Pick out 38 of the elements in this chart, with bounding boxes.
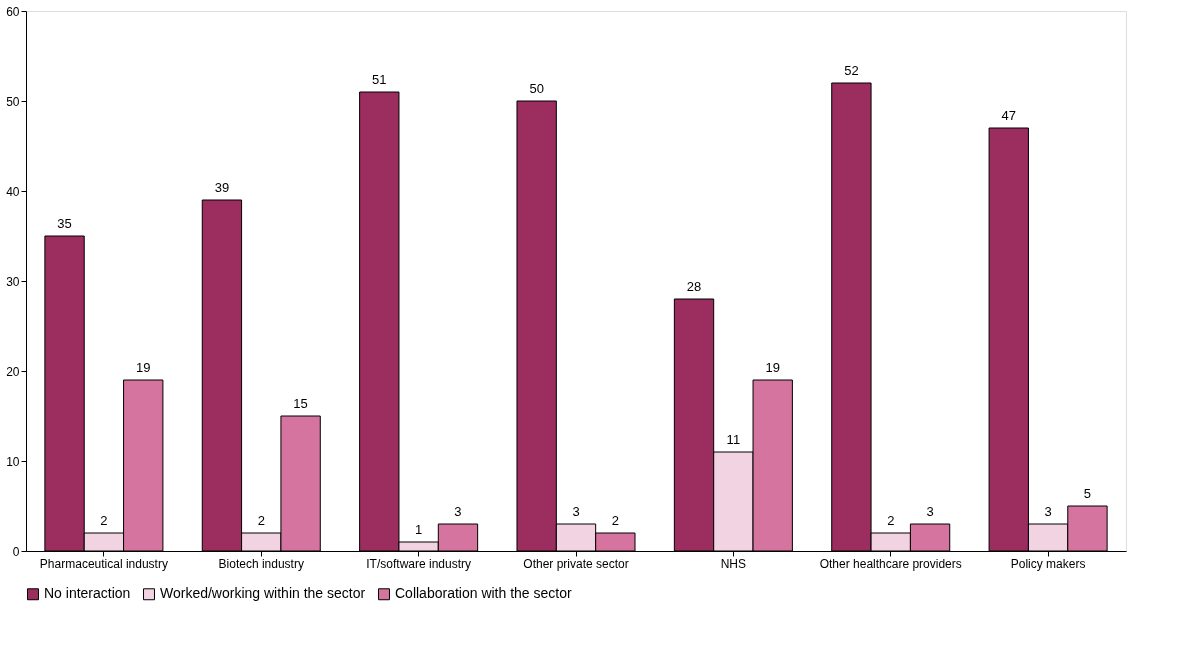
data-label: 1 xyxy=(415,522,423,537)
legend-label: No interaction xyxy=(44,585,131,602)
data-label: 2 xyxy=(100,513,108,528)
data-label: 47 xyxy=(1001,108,1016,123)
data-label: 3 xyxy=(926,504,934,519)
data-label: 3 xyxy=(572,504,580,519)
y-tick-label: 30 xyxy=(6,274,20,289)
data-label: 51 xyxy=(372,72,387,87)
data-label: 2 xyxy=(257,513,265,528)
y-tick-label: 20 xyxy=(6,364,20,379)
data-label: 35 xyxy=(57,216,72,231)
data-label: 39 xyxy=(214,180,230,195)
x-tick-label: Pharmaceutical industry xyxy=(39,556,168,571)
x-tick-label: Biotech industry xyxy=(218,556,304,571)
data-label: 2 xyxy=(611,513,619,528)
y-tick-label: 0 xyxy=(12,544,20,559)
data-label: 3 xyxy=(1044,504,1052,519)
x-tick-label: Policy makers xyxy=(1010,556,1086,571)
data-label: 3 xyxy=(454,504,462,519)
data-label: 2 xyxy=(887,513,895,528)
data-label: 5 xyxy=(1083,486,1092,501)
y-tick-label: 10 xyxy=(6,454,20,469)
legend-label: Worked/working within the sector xyxy=(160,585,366,602)
data-label: 19 xyxy=(765,360,780,375)
data-label: 28 xyxy=(686,279,702,294)
y-tick-label: 50 xyxy=(6,94,20,109)
data-label: 52 xyxy=(844,63,859,78)
x-tick-label: NHS xyxy=(720,556,747,571)
data-label: 50 xyxy=(529,81,544,96)
data-label: 15 xyxy=(293,396,308,411)
data-label: 19 xyxy=(136,360,151,375)
legend-label: Collaboration with the sector xyxy=(395,585,572,602)
y-tick-label: 40 xyxy=(6,184,20,199)
x-tick-label: Other private sector xyxy=(523,556,629,571)
y-tick-label: 60 xyxy=(6,4,20,19)
data-label: 11 xyxy=(726,432,741,447)
x-tick-label: Other healthcare providers xyxy=(819,556,962,571)
x-tick-label: IT/software industry xyxy=(366,556,471,571)
